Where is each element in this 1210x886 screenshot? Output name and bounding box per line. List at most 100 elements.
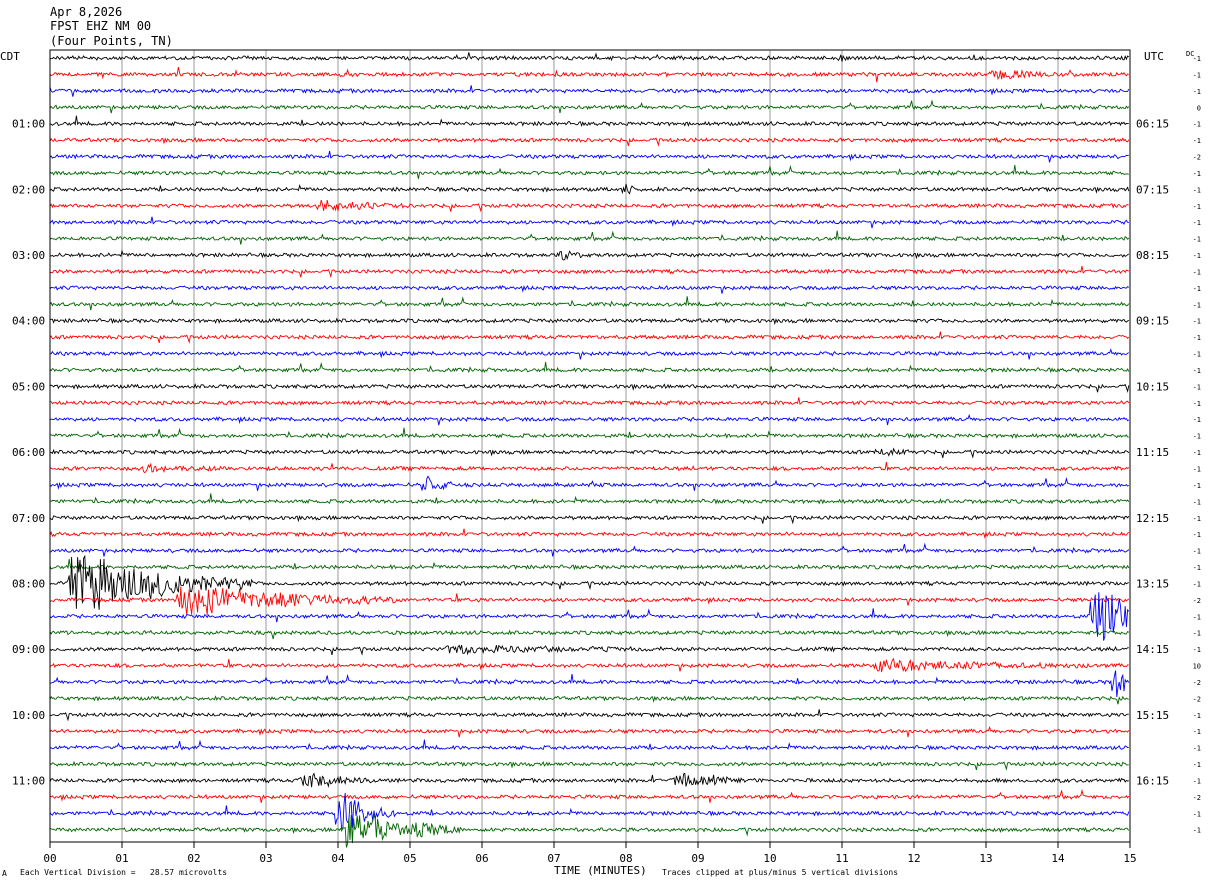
cdt-hour-label: 03:00 [12,249,45,262]
dc-offset-label: -1 [1193,712,1201,720]
seismic-traces [49,52,1130,848]
trace-row-8 [49,164,1129,179]
dc-offset-label: -1 [1193,351,1201,359]
trace-row-36 [49,629,1130,640]
trace-row-16 [49,296,1130,311]
x-tick-label: 03 [259,852,272,865]
plot-frame [49,49,1131,843]
dc-offset-label: -1 [1193,580,1201,588]
trace-row-44 [49,760,1129,771]
dc-offset-label: -1 [1193,531,1201,539]
dc-offset-label: -2 [1193,794,1201,802]
header-station: FPST EHZ NM 00 [50,19,151,33]
utc-hour-label: 09:15 [1136,315,1169,328]
x-axis-title: TIME (MINUTES) [554,864,647,877]
dc-offset-label: -1 [1193,416,1201,424]
dc-offset-label: -2 [1193,154,1201,162]
trace-row-2 [49,67,1130,83]
trace-row-23 [49,413,1130,426]
dc-offset-label: -1 [1193,630,1201,638]
dc-offset-label: -1 [1193,383,1201,391]
x-tick-label: 08 [619,852,632,865]
x-tick-label: 09 [691,852,704,865]
dc-offset-label: -1 [1193,318,1201,326]
trace-row-30 [49,528,1130,540]
dc-offset-label: -1 [1193,186,1201,194]
trace-row-19 [49,348,1130,360]
trace-row-37 [49,644,1129,656]
dc-offset-label: -1 [1193,400,1201,408]
cdt-hour-label: 02:00 [12,183,45,196]
trace-row-21 [49,383,1130,394]
dc-offset-label: -1 [1193,646,1201,654]
dc-offset-label: -1 [1193,515,1201,523]
trace-row-10 [49,199,1129,213]
trace-row-48 [49,813,1130,848]
trace-row-22 [49,397,1130,406]
dc-offset-label: -2 [1193,695,1201,703]
dc-offset-label: 0 [1197,104,1201,112]
header-date: Apr 8,2026 [50,5,122,19]
x-tick-label: 13 [979,852,992,865]
trace-row-11 [49,216,1129,229]
footer-mark: A [2,869,7,878]
trace-row-12 [49,230,1130,245]
x-tick-label: 00 [43,852,56,865]
dc-offset-label: -1 [1193,170,1201,178]
dc-offset-label: -1 [1193,121,1201,129]
dc-offset-label: -1 [1193,55,1201,63]
utc-hour-label: 06:15 [1136,118,1169,131]
trace-row-28 [49,493,1130,505]
trace-row-26 [49,462,1130,474]
trace-row-31 [49,542,1130,557]
cdt-hour-label: 07:00 [12,512,45,525]
right-timezone-label: UTC [1144,50,1164,63]
utc-hour-label: 10:15 [1136,380,1169,393]
dc-offset-labels: -1 -1 -1 0 -1 -1 -2 -1 -1 -1 -1 -1 -1 -1 -1 -1 -1 -1 -1 -1 -… [1193,55,1201,835]
dc-offset-label: -1 [1193,810,1201,818]
cdt-hour-label: 10:00 [12,709,45,722]
trace-row-6 [49,137,1130,147]
trace-row-14 [49,265,1129,279]
dc-offset-label: -1 [1193,71,1201,79]
x-tick-label: 11 [835,852,848,865]
dc-offset-label: -1 [1193,613,1201,621]
trace-row-4 [49,99,1130,114]
trace-row-29 [49,514,1130,525]
utc-hour-label: 15:15 [1136,709,1169,722]
dc-offset-label: -1 [1193,728,1201,736]
x-tick-label: 10 [763,852,776,865]
left-timezone-label: CDT [0,50,20,63]
x-tick-label: 15 [1123,852,1136,865]
trace-row-13 [49,249,1130,261]
dc-offset-label: -1 [1193,285,1201,293]
minute-gridlines [121,50,1059,842]
trace-row-5 [49,115,1129,127]
trace-row-42 [49,725,1130,738]
x-tick-label: 07 [547,852,560,865]
trace-row-20 [49,361,1130,374]
dc-offset-label: -1 [1193,268,1201,276]
x-tick-label: 12 [907,852,920,865]
dc-offset-label: -1 [1193,777,1201,785]
trace-row-24 [49,427,1129,439]
trace-row-9 [49,183,1130,195]
utc-hour-label: 07:15 [1136,183,1169,196]
trace-row-45 [49,772,1129,788]
cdt-hour-labels: 01:00 02:00 03:00 04:00 05:00 06:00 07:00 08:00… [12,118,45,788]
dc-offset-label: -1 [1193,252,1201,260]
x-tick-label: 02 [187,852,200,865]
header-location: (Four Points, TN) [50,34,173,48]
dc-offset-label: -1 [1193,482,1201,490]
cdt-hour-label: 01:00 [12,118,45,131]
utc-hour-label: 13:15 [1136,577,1169,590]
scale-note: Each Vertical Division = 28.57 microvolt… [20,868,227,877]
trace-row-1 [49,52,1130,62]
trace-row-18 [49,331,1130,344]
dc-offset-label: -1 [1193,466,1201,474]
cdt-hour-label: 11:00 [12,774,45,787]
dc-offset-label: -1 [1193,433,1201,441]
trace-row-17 [49,317,1130,326]
cdt-hour-label: 05:00 [12,380,45,393]
